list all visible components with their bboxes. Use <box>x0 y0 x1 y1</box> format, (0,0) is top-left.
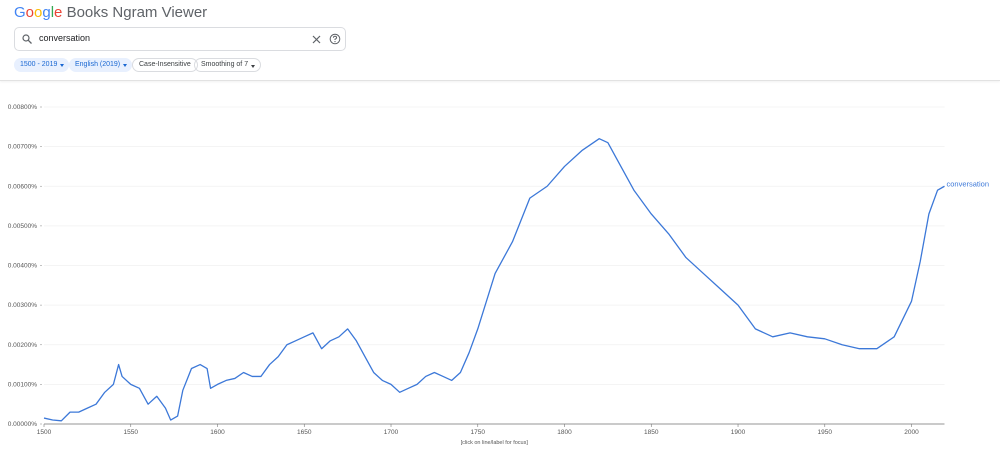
y-tick-label: 0.00600% <box>8 183 37 190</box>
y-tick-label: 0.00400% <box>8 263 37 270</box>
chip-label: Case-Insensitive <box>139 61 191 68</box>
chip-label: 1500 - 2019 <box>20 61 58 68</box>
chip-label: Smoothing of 7 <box>201 61 249 68</box>
logo[interactable]: Google <box>14 4 63 21</box>
y-tick-label: 0.00100% <box>8 381 37 388</box>
help-button[interactable] <box>329 33 341 45</box>
x-tick-label: 2000 <box>904 429 919 436</box>
x-tick-label: 1550 <box>124 429 139 436</box>
x-tick-label: 1950 <box>818 429 833 436</box>
case-chip[interactable]: Case-Insensitive <box>132 58 198 72</box>
clear-button[interactable] <box>312 35 321 44</box>
x-tick-label: 1500 <box>37 429 52 436</box>
chart-note: [click on line/label for focus] <box>461 440 529 446</box>
y-tick-label: 0.00000% <box>8 421 37 428</box>
search-query[interactable]: conversation <box>39 33 91 43</box>
smoothing-chip[interactable]: Smoothing of 7 <box>194 58 262 72</box>
title-text: Books Ngram Viewer <box>66 4 208 21</box>
corpus-chip[interactable]: English (2019) <box>69 58 133 72</box>
chart: 0.00000% 0.00100% 0.00200% 0.00300% 0.00400%… <box>8 104 990 446</box>
x-tick-label: 1850 <box>644 429 659 436</box>
x-tick-label: 1800 <box>557 429 572 436</box>
app-title: Google Books Ngram Viewer <box>14 4 207 21</box>
header: Google Books Ngram Viewer conversation 1… <box>0 0 1000 81</box>
y-tick-label: 0.00200% <box>8 342 37 349</box>
y-tick-label: 0.00800% <box>8 104 37 111</box>
x-tick-label: 1650 <box>297 429 312 436</box>
y-tick-label: 0.00500% <box>8 223 37 230</box>
search-box[interactable]: conversation <box>14 27 346 51</box>
x-tick-label: 1700 <box>384 429 399 436</box>
search-icon <box>22 34 32 44</box>
series-line[interactable] <box>43 138 945 422</box>
x-tick-label: 1750 <box>471 429 486 436</box>
x-tick-label: 1600 <box>210 429 225 436</box>
y-tick-label: 0.00700% <box>8 144 37 151</box>
year-range-chip[interactable]: 1500 - 2019 <box>14 58 70 72</box>
series-label[interactable]: conversation <box>947 179 990 188</box>
chip-label: English (2019) <box>75 61 121 68</box>
y-tick-label: 0.00300% <box>8 302 37 309</box>
x-tick-label: 1900 <box>731 429 746 436</box>
